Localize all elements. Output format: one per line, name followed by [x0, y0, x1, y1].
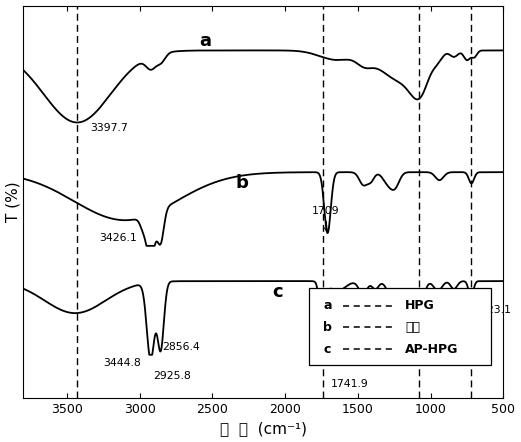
Text: 油酸: 油酸 [405, 321, 420, 334]
Text: HPG: HPG [405, 299, 435, 312]
Text: 1081.8: 1081.8 [431, 342, 468, 352]
Y-axis label: T (%): T (%) [6, 182, 20, 222]
Text: a: a [324, 299, 332, 312]
Text: c: c [272, 283, 283, 301]
Text: a: a [199, 32, 211, 50]
Text: 3426.1: 3426.1 [99, 233, 137, 243]
Text: b: b [324, 321, 332, 334]
Text: 723.1: 723.1 [480, 305, 511, 315]
Text: 3397.7: 3397.7 [90, 122, 128, 133]
X-axis label: 波  长  (cm⁻¹): 波 长 (cm⁻¹) [220, 421, 307, 436]
Text: 1741.9: 1741.9 [330, 379, 368, 389]
Text: AP-HPG: AP-HPG [405, 343, 458, 356]
Text: b: b [235, 174, 248, 192]
FancyBboxPatch shape [309, 288, 491, 365]
Text: 2856.4: 2856.4 [162, 342, 200, 352]
Text: 2925.8: 2925.8 [154, 371, 191, 381]
Text: c: c [324, 343, 331, 356]
Text: 1709: 1709 [312, 206, 339, 232]
Text: 1171.9: 1171.9 [401, 300, 438, 310]
Text: 3444.8: 3444.8 [103, 358, 141, 368]
